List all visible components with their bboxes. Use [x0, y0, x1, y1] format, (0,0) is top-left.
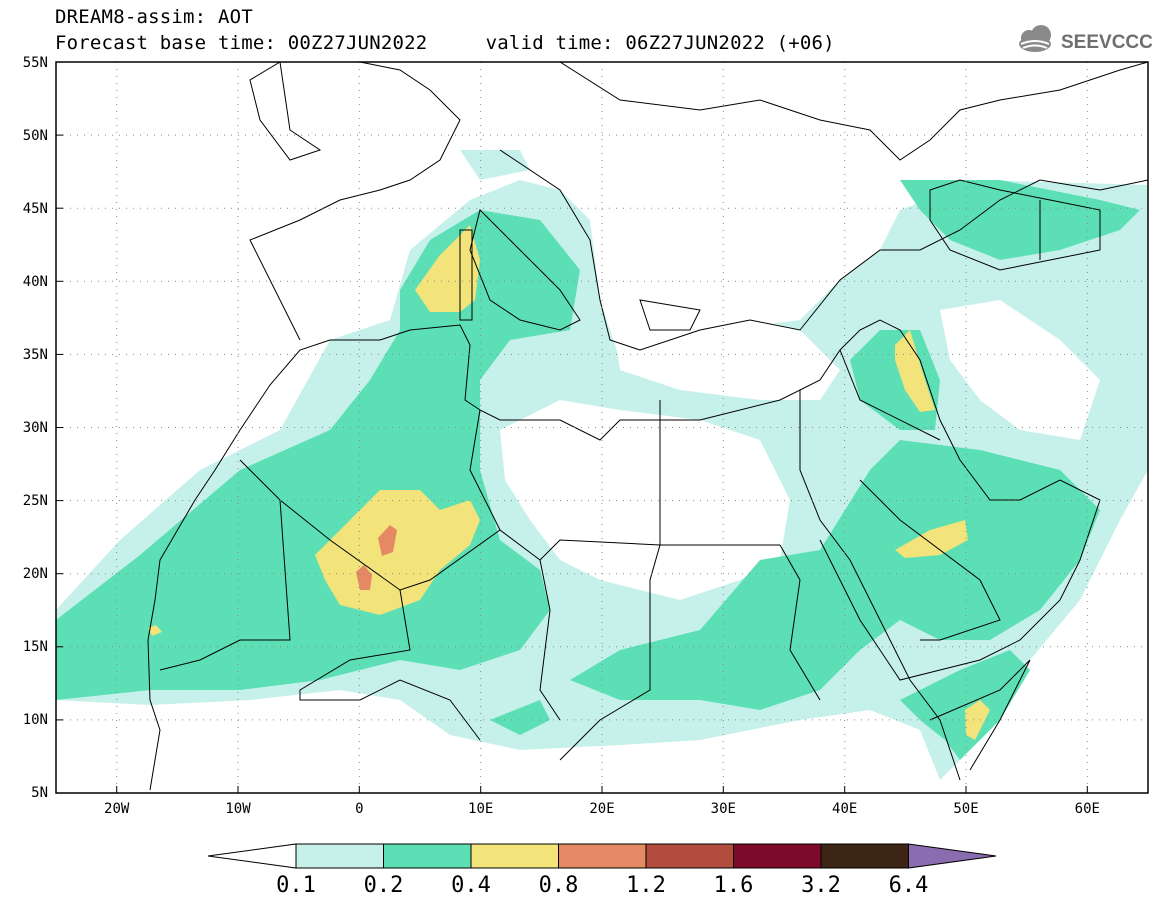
aot-band-0.8-1.2: [356, 525, 397, 590]
lat-label: 30N: [23, 420, 48, 436]
lon-label: 10E: [468, 801, 493, 817]
lat-label: 20N: [23, 566, 48, 582]
colorbar-below: [207, 843, 297, 869]
lat-label: 15N: [23, 639, 48, 655]
base-time: Forecast base time: 00Z27JUN2022: [55, 32, 428, 54]
colorbar-seg-6: [733, 843, 822, 869]
colorbar: [207, 843, 997, 869]
lon-label: 0: [355, 801, 363, 817]
valid-time: valid time: 06Z27JUN2022 (+06): [485, 32, 835, 54]
coastlines: [147, 62, 1148, 791]
colorbar-label: 0.4: [451, 873, 491, 898]
lon-label: 30E: [711, 801, 736, 817]
colorbar-seg-7: [820, 843, 909, 869]
colorbar-label: 3.2: [801, 873, 841, 898]
colorbar-label: 6.4: [889, 873, 929, 898]
aot-band-below-0.1: [500, 300, 1100, 600]
aot-band-0.2-0.4: [56, 180, 1140, 760]
colorbar-label: 1.2: [626, 873, 666, 898]
aot-band-0.4-0.8: [148, 225, 990, 740]
colorbar-seg-1: [295, 843, 384, 869]
lat-label: 35N: [23, 347, 48, 363]
logo-text: SEEVCCC: [1061, 32, 1153, 53]
lat-label: 5N: [31, 785, 48, 801]
colorbar-above: [908, 843, 997, 869]
lat-label: 10N: [23, 712, 48, 728]
colorbar-labels: 0.1 0.2 0.4 0.8 1.2 1.6 3.2 6.4: [276, 873, 928, 898]
colorbar-seg-5: [645, 843, 734, 869]
map-title: DREAM8-assim: AOT: [55, 6, 253, 28]
lat-label: 50N: [23, 128, 48, 144]
colorbar-seg-3: [470, 843, 559, 869]
lon-label: 10W: [225, 801, 251, 817]
lon-label: 40E: [832, 801, 857, 817]
colorbar-seg-4: [558, 843, 647, 869]
lon-label: 20W: [104, 801, 130, 817]
lon-label: 50E: [953, 801, 978, 817]
time-info: Forecast base time: 00Z27JUN2022 valid t…: [55, 32, 835, 54]
colorbar-seg-2: [383, 843, 472, 869]
seevccc-logo: SEEVCCC: [1019, 25, 1153, 53]
lon-label: 20E: [589, 801, 614, 817]
lon-labels: 20W 10W 0 10E 20E 30E 40E 50E 60E: [104, 801, 1100, 817]
lat-label: 55N: [23, 55, 48, 71]
axis-ticks: [56, 134, 1088, 793]
colorbar-label: 0.8: [539, 873, 579, 898]
cloud-icon: [1019, 25, 1051, 52]
colorbar-label: 0.1: [276, 873, 316, 898]
grid-lines: [56, 62, 1148, 793]
lat-labels: 55N 50N 45N 40N 35N 30N 25N 20N 15N 10N …: [23, 55, 48, 801]
aot-fields: [56, 62, 1148, 791]
lat-label: 45N: [23, 201, 48, 217]
colorbar-label: 0.2: [364, 873, 404, 898]
lon-label: 60E: [1075, 801, 1100, 817]
lat-label: 25N: [23, 493, 48, 509]
colorbar-label: 1.6: [714, 873, 754, 898]
lat-label: 40N: [23, 274, 48, 290]
